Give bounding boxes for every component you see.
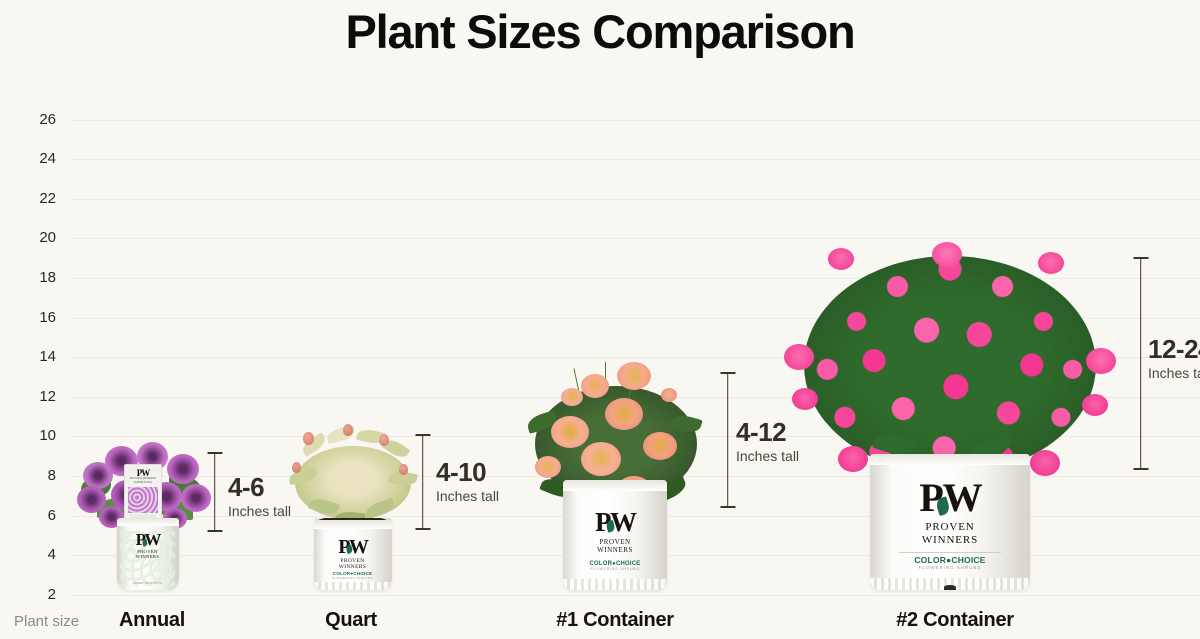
y-tick-26: 26 [39, 110, 56, 128]
measure-range-quart: 4-10 [436, 457, 487, 487]
plant-figure-annual: PW PROVEN WINNERS SUPERTUNIA PW PROVEN WIN… [75, 440, 220, 590]
annual-plant-tag: PW PROVEN WINNERS SUPERTUNIA [124, 464, 162, 528]
plant-figure-quart: PW PROVEN WINNERS COLOR●CHOICE FLOWERING S… [285, 424, 420, 590]
measure-bracket-container-2 [1133, 257, 1148, 470]
measure-bracket-container-1 [720, 372, 735, 508]
container-2-foliage [782, 242, 1118, 488]
measure-unit-annual: Inches tall [228, 503, 292, 520]
container-2-pot: PW PROVEN WINNERS COLOR●CHOICE FLOWERING S… [870, 454, 1030, 590]
measure-unit-container-1: Inches tall [736, 448, 800, 465]
measure-bracket-annual [207, 452, 222, 532]
gridline-14 [70, 357, 1200, 359]
y-tick-8: 8 [47, 466, 56, 484]
container-1-foliage [521, 362, 709, 522]
annual-pot: PW PROVEN WINNERS SUPERTUNIA VISTA [116, 518, 179, 590]
measure-range-annual: 4-6 [228, 472, 265, 502]
y-tick-18: 18 [39, 268, 56, 286]
category-label-quart[interactable]: Quart [325, 609, 377, 631]
measure-unit-quart: Inches tall [436, 488, 500, 505]
measure-label-annual: 4-6 Inches tall [228, 472, 292, 522]
measure-bracket-quart [415, 434, 430, 530]
quart-foliage [287, 424, 419, 534]
category-label-annual[interactable]: Annual [119, 609, 185, 631]
page-title: Plant Sizes Comparison [345, 5, 855, 58]
measure-unit-container-2: Inches tall [1148, 365, 1200, 382]
measure-range-container-2: 12-24 [1148, 334, 1200, 364]
y-tick-24: 24 [39, 150, 56, 168]
gridline-24 [70, 159, 1200, 161]
y-axis-name: Plant size [14, 613, 80, 630]
category-label-2-container[interactable]: #2 Container [896, 609, 1014, 631]
y-tick-16: 16 [39, 308, 56, 326]
gridline-16 [70, 317, 1200, 319]
gridline-26 [70, 119, 1200, 121]
plant-figure-container-2: PW PROVEN WINNERS COLOR●CHOICE FLOWERING S… [780, 242, 1120, 590]
measure-range-container-1: 4-12 [736, 417, 787, 447]
y-tick-6: 6 [47, 506, 56, 524]
quart-pot: PW PROVEN WINNERS COLOR●CHOICE FLOWERING S… [313, 518, 392, 590]
gridline-22 [70, 198, 1200, 200]
y-tick-22: 22 [39, 189, 56, 207]
category-label-1-container[interactable]: #1 Container [556, 609, 674, 631]
y-tick-10: 10 [39, 427, 56, 445]
gridline-2 [70, 594, 1200, 596]
y-tick-2: 2 [47, 585, 56, 603]
measure-label-container-2: 12-24 Inches tall [1148, 334, 1200, 384]
gridline-20 [70, 238, 1200, 240]
container-1-pot: PW PROVEN WINNERS COLOR●CHOICE FLOWERING S… [563, 480, 667, 590]
gridline-18 [70, 277, 1200, 279]
y-tick-4: 4 [47, 546, 56, 564]
measure-label-container-1: 4-12 Inches tall [736, 417, 800, 467]
measure-label-quart: 4-10 Inches tall [436, 457, 500, 507]
y-tick-12: 12 [39, 387, 56, 405]
y-tick-20: 20 [39, 229, 56, 247]
y-tick-14: 14 [39, 348, 56, 366]
plant-figure-container-1: PW PROVEN WINNERS COLOR●CHOICE FLOWERING S… [520, 362, 710, 590]
